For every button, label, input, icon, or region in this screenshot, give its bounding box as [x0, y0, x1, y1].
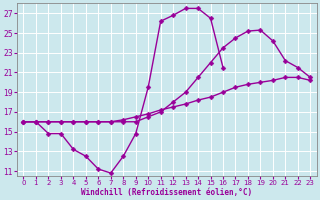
X-axis label: Windchill (Refroidissement éolien,°C): Windchill (Refroidissement éolien,°C): [81, 188, 252, 197]
